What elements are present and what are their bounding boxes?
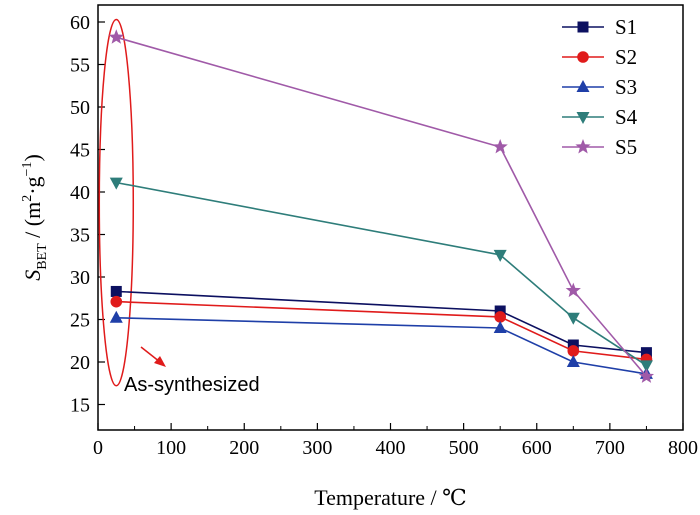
data-point-s4 xyxy=(493,249,507,262)
data-point-s4 xyxy=(109,177,123,190)
series-line-s4 xyxy=(116,181,647,367)
data-point-s1 xyxy=(640,347,652,359)
x-tick-label: 500 xyxy=(449,437,479,459)
data-point-s1 xyxy=(567,339,579,351)
data-point-s5 xyxy=(565,282,581,298)
y-axis-label-unit-suffix: ) xyxy=(20,154,45,161)
series-line-s3 xyxy=(116,317,647,375)
series-line-s5 xyxy=(116,36,648,377)
y-axis-label-unit-mid: ·g xyxy=(20,176,45,194)
legend: S1 S2 S3 S4 S5 xyxy=(562,15,638,159)
series-s5 xyxy=(108,29,655,383)
x-tick-label: 800 xyxy=(668,437,698,459)
data-point-s1 xyxy=(494,305,506,317)
y-axis-label-symbol: S xyxy=(20,270,45,281)
data-point-s3 xyxy=(109,310,123,323)
y-tick-label: 35 xyxy=(70,225,90,247)
legend-label-s1: S1 xyxy=(615,15,637,39)
legend-marker-s5 xyxy=(575,139,591,154)
y-axis-label-subscript: BET xyxy=(35,243,50,270)
data-point-s5 xyxy=(638,368,655,383)
legend-entry-s2: S2 xyxy=(562,45,637,69)
legend-entry-s4: S4 xyxy=(562,105,638,129)
y-tick-label: 60 xyxy=(70,12,90,34)
legend-marker-s2 xyxy=(577,51,589,63)
data-point-s4 xyxy=(566,312,580,325)
axes: 0 100 200 300 400 500 600 700 800 15 20 25 30 35 40 45 5… xyxy=(70,4,698,459)
y-tick-label: 55 xyxy=(70,55,90,77)
legend-entry-s5: S5 xyxy=(562,135,637,159)
y-tick-label: 15 xyxy=(70,395,90,417)
x-tick-label: 700 xyxy=(595,437,625,459)
y-tick-label: 50 xyxy=(70,97,90,119)
y-tick-label: 30 xyxy=(70,267,90,289)
series-s4 xyxy=(109,177,653,373)
as-synthesized-label: As-synthesized xyxy=(124,374,260,396)
legend-label-s2: S2 xyxy=(615,45,637,69)
legend-marker-s1 xyxy=(577,21,589,33)
series-line-s1 xyxy=(116,290,647,354)
series-line-s2 xyxy=(116,300,647,361)
y-axis-label-unit-sup1: 2 xyxy=(20,195,35,202)
data-point-s2 xyxy=(494,311,506,323)
y-tick-label: 40 xyxy=(70,182,90,204)
legend-label-s5: S5 xyxy=(615,135,637,159)
x-axis-label: Temperature / ℃ xyxy=(314,485,467,510)
legend-label-s3: S3 xyxy=(615,75,637,99)
data-point-s5 xyxy=(108,29,124,44)
as-synthesized-ellipse xyxy=(98,18,135,387)
data-point-s2 xyxy=(110,295,123,308)
data-point-s5 xyxy=(492,138,508,154)
series-s1 xyxy=(110,285,652,359)
y-axis-label-unit-sup2: −1 xyxy=(20,162,35,177)
y-axis-label: SBET / (m2·g−1) xyxy=(20,154,50,281)
series-layer xyxy=(108,29,655,383)
as-synthesized-arrowhead xyxy=(154,356,166,367)
as-synthesized-arrow xyxy=(140,346,161,363)
legend-entry-s1: S1 xyxy=(562,15,637,39)
legend-label-s4: S4 xyxy=(615,105,638,129)
data-point-s3 xyxy=(566,355,580,367)
y-tick-label: 20 xyxy=(70,352,90,374)
data-point-s3 xyxy=(493,321,507,333)
x-tick-label: 200 xyxy=(229,437,259,459)
legend-marker-s4 xyxy=(576,112,590,124)
y-tick-label: 25 xyxy=(70,310,90,332)
annotation-layer: As-synthesized xyxy=(98,18,260,396)
x-tick-label: 100 xyxy=(156,437,186,459)
x-tick-label: 0 xyxy=(93,437,103,459)
legend-entry-s3: S3 xyxy=(562,75,637,99)
data-point-s1 xyxy=(110,285,122,297)
y-tick-label: 45 xyxy=(70,140,90,162)
series-s2 xyxy=(110,295,653,366)
y-axis-label-unit-prefix: / (m xyxy=(20,202,45,244)
x-tick-label: 300 xyxy=(302,437,332,459)
x-tick-label: 600 xyxy=(522,437,552,459)
legend-marker-s3 xyxy=(576,80,590,92)
data-point-s4 xyxy=(639,360,653,373)
x-tick-label: 400 xyxy=(376,437,406,459)
data-point-s2 xyxy=(567,345,580,357)
